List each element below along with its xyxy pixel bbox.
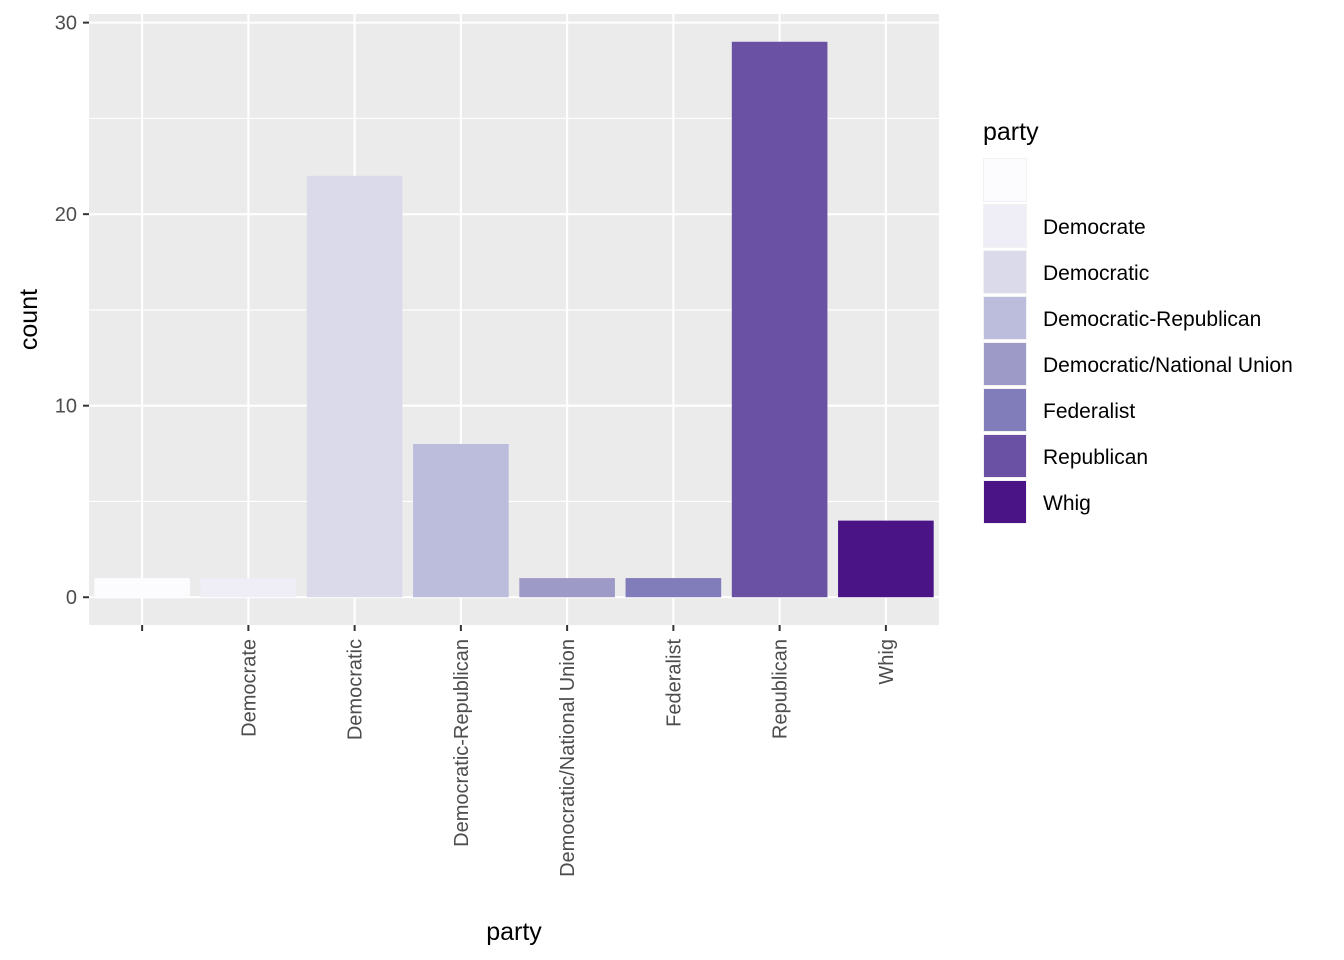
legend-swatch	[984, 435, 1026, 477]
y-axis: 0 10 20 30	[55, 13, 89, 609]
legend-label: Republican	[1043, 446, 1148, 469]
legend-swatch	[984, 343, 1026, 385]
bars	[94, 41, 934, 598]
bar	[625, 578, 722, 598]
y-tick-label: 20	[55, 204, 77, 226]
bar	[306, 175, 403, 598]
legend-items: Democrate Democratic Democratic-Republican…	[983, 158, 1293, 524]
y-tick-label: 0	[66, 587, 77, 609]
x-tick-label: Democrate	[238, 639, 260, 737]
legend-swatch	[984, 389, 1026, 431]
legend: party Democrate Democratic Democratic-Repu…	[983, 118, 1293, 524]
legend-swatch	[984, 481, 1026, 523]
legend-label: Democratic-Republican	[1043, 308, 1261, 331]
bar	[94, 578, 190, 598]
legend-title: party	[983, 118, 1039, 146]
legend-label: Democratic/National Union	[1043, 354, 1293, 377]
legend-swatch	[984, 205, 1026, 247]
x-tick-label: Democratic	[345, 639, 367, 740]
y-axis-title: count	[15, 289, 43, 350]
x-tick-label: Republican	[770, 639, 792, 739]
bar	[200, 578, 297, 598]
legend-swatch	[984, 297, 1026, 339]
x-tick-label: Democratic-Republican	[451, 639, 473, 847]
y-tick-label: 30	[55, 13, 77, 35]
bar	[519, 578, 615, 598]
y-tick-label: 10	[55, 396, 77, 418]
x-tick-label: Democratic/National Union	[557, 639, 579, 877]
legend-swatch	[984, 159, 1026, 201]
legend-label: Federalist	[1043, 400, 1135, 423]
x-axis-title: party	[486, 918, 542, 946]
bar	[838, 520, 934, 598]
legend-label: Whig	[1043, 492, 1091, 515]
legend-label: Democratic	[1043, 262, 1149, 285]
bar	[731, 41, 828, 598]
legend-label: Democrate	[1043, 216, 1146, 239]
x-tick-label: Federalist	[663, 639, 685, 727]
x-axis: Democrate Democratic Democratic-Republican…	[141, 625, 898, 877]
bar	[413, 443, 509, 598]
legend-swatch	[984, 251, 1026, 293]
x-tick-label: Whig	[876, 639, 898, 685]
